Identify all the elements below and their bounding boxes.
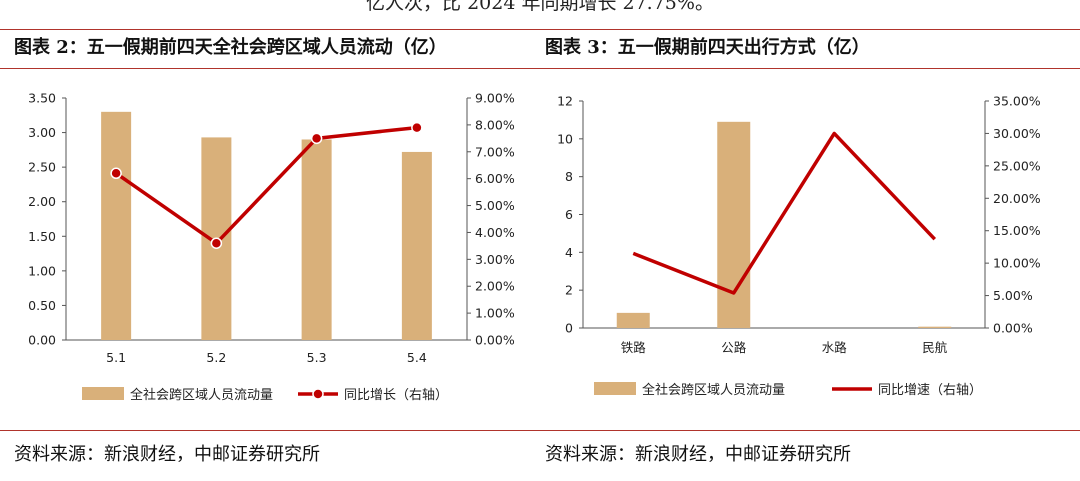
right-tick-label: 20.00% [993,191,1041,206]
x-tick-label: 水路 [822,340,848,355]
left-tick-label: 0.00 [28,333,56,348]
legend-line-marker [312,388,324,400]
clipped-body-text: 亿人次，比 2024 年同期增长 27.75%。 [366,0,714,14]
x-tick-label: 5.2 [206,350,226,365]
right-tick-label: 8.00% [475,117,515,132]
bar [717,121,751,328]
left-tick-label: 3.00 [28,125,56,140]
right-tick-label: 4.00% [475,225,515,240]
x-tick-label: 5.4 [407,350,427,365]
left-tick-label: 4 [565,245,573,260]
bar [918,326,952,328]
left-tick-label: 6 [565,207,573,222]
right-tick-label: 25.00% [993,158,1041,173]
right-tick-label: 35.00% [993,94,1041,109]
right-tick-label: 6.00% [475,171,515,186]
legend-bar-label: 全社会跨区域人员流动量 [642,382,785,398]
left-tick-label: 0 [565,321,573,336]
left-chart: 0.00 0.50 1.00 1.50 2.00 2.50 3.00 3.50 0.00% 1.0… [28,91,515,404]
left-tick-label: 1.00 [28,263,56,278]
legend-bar-label: 全社会跨区域人员流动量 [130,387,273,403]
left-tick-label: 8 [565,169,573,184]
right-tick-label: 5.00% [475,198,515,213]
left-tick-label: 2.00 [28,194,56,209]
line-point [310,132,323,145]
x-tick-label: 公路 [721,340,747,355]
right-figure-title: 图表 3：五一假期前四天出行方式（亿） [545,37,870,58]
right-tick-label: 30.00% [993,126,1041,141]
line-point [110,167,122,180]
x-tick-label: 5.1 [106,350,126,365]
growth-line [115,125,418,245]
left-figure-title: 图表 2：五一假期前四天全社会跨区域人员流动（亿） [14,37,447,58]
left-tick-label: 2 [565,283,573,298]
x-tick-label: 铁路 [621,340,647,355]
right-tick-label: 7.00% [475,144,515,159]
right-source: 资料来源：新浪财经，中邮证券研究所 [545,444,851,465]
right-tick-label: 0.00% [993,321,1033,336]
x-tick-label: 5.3 [307,350,327,365]
growth-line [632,131,937,295]
legend-bar-swatch [82,387,124,400]
left-tick-label: 1.50 [28,229,56,244]
line-point [210,237,223,249]
left-tick-label: 3.50 [28,91,56,106]
legend-bar-swatch [594,382,636,395]
left-tick-label: 12 [557,94,573,109]
legend-line-label: 同比增速（右轴） [878,383,982,398]
left-source: 资料来源：新浪财经，中邮证券研究所 [14,444,320,465]
title-divider [0,68,1080,69]
left-tick-label: 0.50 [28,298,56,313]
left-tick-label: 2.50 [28,160,56,175]
bar [401,151,432,340]
right-tick-label: 1.00% [475,306,515,321]
right-tick-label: 0.00% [475,333,515,348]
bar [101,111,132,340]
bar [616,312,650,328]
right-tick-label: 5.00% [993,288,1033,303]
bar [301,139,332,340]
x-tick-label: 民航 [922,340,948,355]
top-divider [0,29,1080,30]
right-chart: 0 2 4 6 8 10 12 0.00% 5.00% 10.00% 15.00% 20.00% 25.… [557,94,1041,399]
right-tick-label: 2.00% [475,279,515,294]
right-tick-label: 10.00% [993,256,1041,271]
left-tick-label: 10 [557,131,573,146]
right-tick-label: 9.00% [475,91,515,106]
source-divider [0,430,1080,431]
right-tick-label: 15.00% [993,223,1041,238]
line-point [411,121,423,134]
right-tick-label: 3.00% [475,252,515,267]
legend-line-label: 同比增长（右轴） [344,388,448,403]
